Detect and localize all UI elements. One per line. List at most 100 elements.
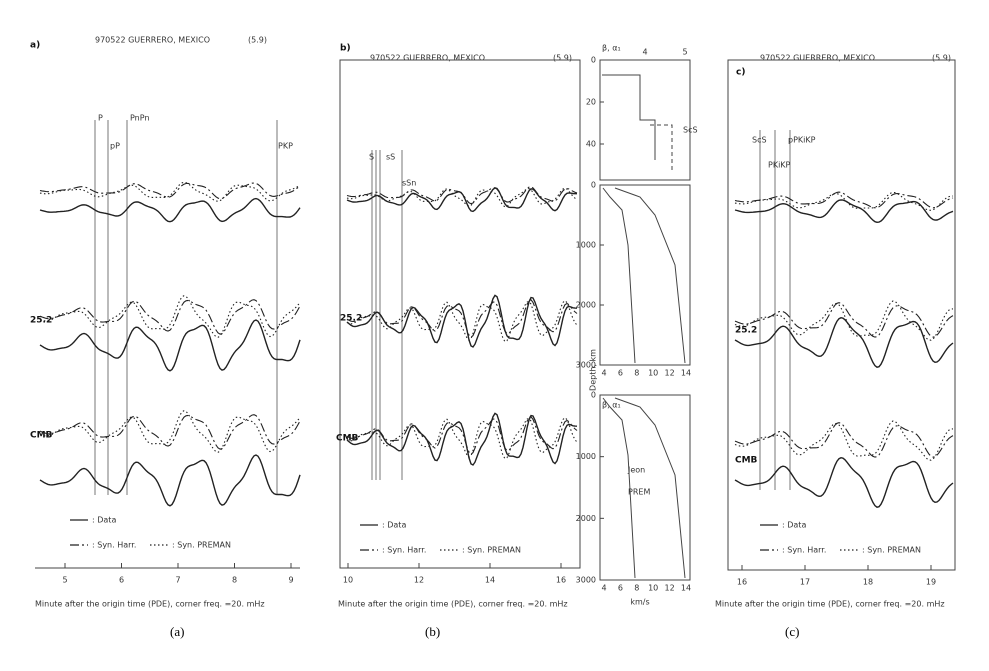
- legend-label: : Syn. PREMAN: [862, 546, 921, 555]
- panel-letter: a): [30, 41, 40, 51]
- waveform: [734, 456, 954, 508]
- waveform: [39, 414, 301, 450]
- depth-tick-label: 1000: [576, 241, 596, 250]
- caption: (c): [785, 624, 799, 639]
- phase-label: pPKiKP: [788, 136, 816, 145]
- x-axis-label: Minute after the origin time (PDE), corn…: [35, 600, 265, 609]
- phase-label: S: [369, 153, 374, 162]
- profile-legend: PREM: [628, 488, 650, 497]
- x-tick-label: 19: [926, 578, 936, 587]
- magnitude: (5.9): [248, 36, 267, 45]
- profile-curve: [602, 397, 636, 579]
- velocity-tick-label: 12: [665, 584, 675, 593]
- x-axis-label: Minute after the origin time (PDE), corn…: [338, 600, 568, 609]
- waveform: [346, 294, 578, 348]
- x-tick-label: 7: [175, 576, 180, 585]
- x-tick-label: 12: [414, 576, 424, 585]
- waveform: [734, 316, 954, 368]
- trace-label: 25.2: [735, 326, 757, 336]
- x-tick-label: 14: [485, 576, 495, 585]
- legend-label: : Syn. PREMAN: [462, 546, 521, 555]
- waveform: [39, 197, 301, 223]
- panel-letter: c): [736, 68, 745, 78]
- phase-label: ScS: [683, 126, 698, 135]
- x-tick-label: 8: [232, 576, 237, 585]
- profile-curve: [602, 74, 656, 160]
- depth-tick-label: 2000: [576, 301, 596, 310]
- velocity-tick-label: 10: [648, 369, 658, 378]
- velocity-tick-label: 10: [648, 584, 658, 593]
- waveform: [39, 299, 301, 335]
- depth-tick-label: 1000: [576, 452, 596, 461]
- waveform: [39, 295, 301, 338]
- waveform: [346, 299, 578, 338]
- x-axis-label: km/s: [630, 598, 649, 607]
- magnitude: (5.9): [932, 54, 951, 63]
- waveform: [39, 410, 301, 453]
- depth-tick-label: 20: [586, 98, 596, 107]
- trace-label: CMB: [336, 434, 359, 444]
- waveform: [346, 187, 577, 213]
- phase-label: sSn: [402, 179, 416, 188]
- velocity-tick-label: 4: [601, 584, 606, 593]
- panel-title: 970522 GUERRERO, MEXICO: [370, 54, 485, 63]
- legend-label: : Syn. Harr.: [782, 546, 826, 555]
- waveform: [346, 299, 578, 343]
- phase-label: P: [98, 114, 103, 123]
- phase-label: ScS: [752, 136, 767, 145]
- caption: (b): [425, 624, 440, 639]
- x-tick-label: 18: [863, 578, 873, 587]
- velocity-tick-label: 6: [618, 584, 623, 593]
- x-tick-label: 17: [800, 578, 810, 587]
- x-tick-label: 10: [343, 576, 353, 585]
- profile-curve: [614, 397, 686, 579]
- phase-label: PKP: [278, 142, 293, 151]
- profile-header: β, α₁: [602, 44, 621, 53]
- depth-tick-label: 3000: [576, 576, 596, 585]
- x-tick-label: 6: [119, 576, 124, 585]
- plot-frame: [727, 59, 956, 571]
- panel-letter: b): [340, 44, 351, 54]
- profile-curve: [650, 124, 673, 170]
- legend-label: : Data: [92, 516, 116, 525]
- phase-label: PKiKP: [768, 161, 791, 170]
- profile-frame: [599, 394, 691, 581]
- panel-title: 970522 GUERRERO, MEXICO: [760, 54, 875, 63]
- velocity-tick-label: 12: [665, 369, 675, 378]
- legend-label: : Syn. Harr.: [382, 546, 426, 555]
- x-tick-label: 16: [737, 578, 747, 587]
- legend-label: : Syn. Harr.: [92, 541, 136, 550]
- waveform: [346, 412, 578, 466]
- depth-tick-label: 40: [586, 140, 596, 149]
- profile-legend: Jeon: [627, 466, 645, 475]
- velocity-tick-label: 14: [681, 369, 691, 378]
- magnitude: (5.9): [553, 54, 572, 63]
- waveform: [734, 191, 954, 209]
- velocity-tick-label: 8: [634, 369, 639, 378]
- trace-label: 25.2: [30, 316, 52, 326]
- x-tick-label: 5: [62, 576, 67, 585]
- depth-tick-label: 0: [591, 391, 596, 400]
- velocity-tick-label: 14: [681, 584, 691, 593]
- x-tick-label: 16: [556, 576, 566, 585]
- profile-header: β, α₁: [602, 401, 621, 410]
- waveform: [734, 199, 954, 224]
- profile-curve: [602, 187, 636, 364]
- velocity-tick-label: 4: [601, 369, 606, 378]
- phase-label: sS: [386, 153, 395, 162]
- panel-title: 970522 GUERRERO, MEXICO: [95, 36, 210, 45]
- waveform: [346, 416, 578, 455]
- waveform: [734, 422, 954, 458]
- profile-curve: [614, 187, 686, 364]
- velocity-tick-label: 4: [642, 48, 647, 57]
- depth-tick-label: 0: [591, 56, 596, 65]
- x-tick-label: 9: [288, 576, 293, 585]
- waveform: [346, 416, 578, 460]
- legend-label: : Syn. PREMAN: [172, 541, 231, 550]
- waveform: [734, 420, 954, 461]
- waveform: [734, 302, 954, 338]
- caption: (a): [170, 624, 184, 639]
- legend-label: : Data: [382, 521, 406, 530]
- waveform: [39, 319, 301, 372]
